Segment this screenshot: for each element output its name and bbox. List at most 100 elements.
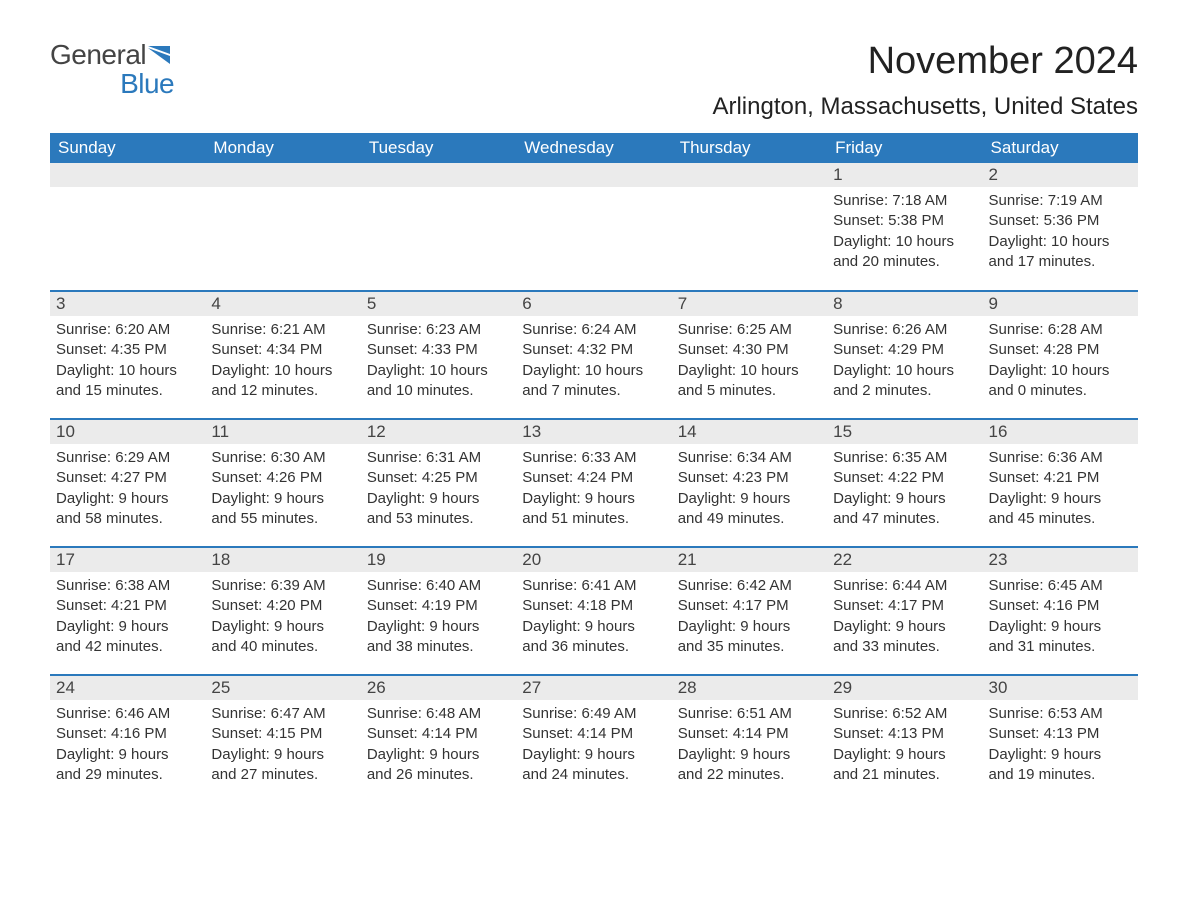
calendar-day-cell: 21Sunrise: 6:42 AMSunset: 4:17 PMDayligh… — [672, 547, 827, 675]
calendar-day-cell: 17Sunrise: 6:38 AMSunset: 4:21 PMDayligh… — [50, 547, 205, 675]
location-subtitle: Arlington, Massachusetts, United States — [712, 93, 1138, 121]
day-number: 13 — [516, 420, 671, 444]
day-dl1: Daylight: 10 hours — [989, 361, 1132, 381]
day-dl2: and 19 minutes. — [989, 765, 1132, 785]
weekday-header: Friday — [827, 133, 982, 163]
calendar-day-cell: 18Sunrise: 6:39 AMSunset: 4:20 PMDayligh… — [205, 547, 360, 675]
day-dl2: and 17 minutes. — [989, 252, 1132, 272]
calendar-day-cell: 12Sunrise: 6:31 AMSunset: 4:25 PMDayligh… — [361, 419, 516, 547]
day-dl2: and 26 minutes. — [367, 765, 510, 785]
day-sunrise: Sunrise: 6:25 AM — [678, 320, 821, 340]
day-number: 4 — [205, 292, 360, 316]
day-sunset: Sunset: 4:18 PM — [522, 596, 665, 616]
calendar-day-cell: 5Sunrise: 6:23 AMSunset: 4:33 PMDaylight… — [361, 291, 516, 419]
day-number: 12 — [361, 420, 516, 444]
day-dl2: and 38 minutes. — [367, 637, 510, 657]
calendar-day-cell: 16Sunrise: 6:36 AMSunset: 4:21 PMDayligh… — [983, 419, 1138, 547]
day-dl1: Daylight: 9 hours — [989, 617, 1132, 637]
day-dl2: and 55 minutes. — [211, 509, 354, 529]
day-dl1: Daylight: 9 hours — [367, 617, 510, 637]
day-sunset: Sunset: 4:34 PM — [211, 340, 354, 360]
day-sunset: Sunset: 4:28 PM — [989, 340, 1132, 360]
day-details: Sunrise: 6:53 AMSunset: 4:13 PMDaylight:… — [983, 700, 1138, 793]
day-dl2: and 31 minutes. — [989, 637, 1132, 657]
header: General Blue November 2024 Arlington, Ma… — [50, 40, 1138, 121]
day-sunset: Sunset: 4:14 PM — [367, 724, 510, 744]
day-dl2: and 12 minutes. — [211, 381, 354, 401]
day-number: 22 — [827, 548, 982, 572]
day-sunrise: Sunrise: 6:46 AM — [56, 704, 199, 724]
day-dl1: Daylight: 10 hours — [211, 361, 354, 381]
weekday-header: Thursday — [672, 133, 827, 163]
day-details: Sunrise: 6:21 AMSunset: 4:34 PMDaylight:… — [205, 316, 360, 409]
day-dl1: Daylight: 10 hours — [678, 361, 821, 381]
day-details: Sunrise: 6:45 AMSunset: 4:16 PMDaylight:… — [983, 572, 1138, 665]
day-details: Sunrise: 6:25 AMSunset: 4:30 PMDaylight:… — [672, 316, 827, 409]
day-dl1: Daylight: 9 hours — [522, 489, 665, 509]
day-number-empty — [516, 163, 671, 187]
day-sunset: Sunset: 4:16 PM — [56, 724, 199, 744]
day-sunrise: Sunrise: 7:19 AM — [989, 191, 1132, 211]
calendar-day-cell: 13Sunrise: 6:33 AMSunset: 4:24 PMDayligh… — [516, 419, 671, 547]
day-number: 7 — [672, 292, 827, 316]
calendar-day-cell: 26Sunrise: 6:48 AMSunset: 4:14 PMDayligh… — [361, 675, 516, 803]
day-number: 18 — [205, 548, 360, 572]
day-number: 8 — [827, 292, 982, 316]
day-number: 15 — [827, 420, 982, 444]
logo-word-blue: Blue — [50, 69, 174, 98]
day-dl1: Daylight: 9 hours — [833, 617, 976, 637]
day-sunset: Sunset: 4:16 PM — [989, 596, 1132, 616]
day-sunrise: Sunrise: 6:40 AM — [367, 576, 510, 596]
day-details: Sunrise: 6:47 AMSunset: 4:15 PMDaylight:… — [205, 700, 360, 793]
day-details: Sunrise: 6:26 AMSunset: 4:29 PMDaylight:… — [827, 316, 982, 409]
day-sunrise: Sunrise: 6:26 AM — [833, 320, 976, 340]
day-dl1: Daylight: 9 hours — [211, 617, 354, 637]
day-details: Sunrise: 6:42 AMSunset: 4:17 PMDaylight:… — [672, 572, 827, 665]
day-dl1: Daylight: 9 hours — [833, 489, 976, 509]
calendar-day-cell: 15Sunrise: 6:35 AMSunset: 4:22 PMDayligh… — [827, 419, 982, 547]
day-sunrise: Sunrise: 6:23 AM — [367, 320, 510, 340]
calendar-day-cell: 25Sunrise: 6:47 AMSunset: 4:15 PMDayligh… — [205, 675, 360, 803]
calendar-day-cell: 19Sunrise: 6:40 AMSunset: 4:19 PMDayligh… — [361, 547, 516, 675]
day-number: 30 — [983, 676, 1138, 700]
day-dl2: and 10 minutes. — [367, 381, 510, 401]
day-dl2: and 53 minutes. — [367, 509, 510, 529]
day-details: Sunrise: 6:39 AMSunset: 4:20 PMDaylight:… — [205, 572, 360, 665]
day-sunset: Sunset: 4:24 PM — [522, 468, 665, 488]
day-dl2: and 29 minutes. — [56, 765, 199, 785]
day-sunrise: Sunrise: 6:52 AM — [833, 704, 976, 724]
day-sunrise: Sunrise: 6:49 AM — [522, 704, 665, 724]
day-dl1: Daylight: 9 hours — [211, 489, 354, 509]
day-sunrise: Sunrise: 6:28 AM — [989, 320, 1132, 340]
day-sunrise: Sunrise: 6:45 AM — [989, 576, 1132, 596]
day-sunrise: Sunrise: 6:38 AM — [56, 576, 199, 596]
day-dl2: and 36 minutes. — [522, 637, 665, 657]
day-details: Sunrise: 6:46 AMSunset: 4:16 PMDaylight:… — [50, 700, 205, 793]
day-number: 28 — [672, 676, 827, 700]
day-number: 6 — [516, 292, 671, 316]
day-dl2: and 20 minutes. — [833, 252, 976, 272]
calendar-day-cell — [516, 163, 671, 291]
day-details: Sunrise: 6:33 AMSunset: 4:24 PMDaylight:… — [516, 444, 671, 537]
day-number: 27 — [516, 676, 671, 700]
calendar-day-cell — [205, 163, 360, 291]
day-dl2: and 0 minutes. — [989, 381, 1132, 401]
calendar-day-cell — [672, 163, 827, 291]
day-dl1: Daylight: 9 hours — [56, 617, 199, 637]
calendar-body: 1Sunrise: 7:18 AMSunset: 5:38 PMDaylight… — [50, 163, 1138, 803]
day-sunrise: Sunrise: 6:20 AM — [56, 320, 199, 340]
calendar-week-row: 24Sunrise: 6:46 AMSunset: 4:16 PMDayligh… — [50, 675, 1138, 803]
day-dl1: Daylight: 10 hours — [833, 232, 976, 252]
day-sunset: Sunset: 4:30 PM — [678, 340, 821, 360]
day-sunrise: Sunrise: 6:48 AM — [367, 704, 510, 724]
day-dl1: Daylight: 9 hours — [678, 617, 821, 637]
calendar-day-cell: 27Sunrise: 6:49 AMSunset: 4:14 PMDayligh… — [516, 675, 671, 803]
day-number: 26 — [361, 676, 516, 700]
brand-logo: General Blue — [50, 40, 174, 99]
calendar-day-cell: 14Sunrise: 6:34 AMSunset: 4:23 PMDayligh… — [672, 419, 827, 547]
day-number: 20 — [516, 548, 671, 572]
calendar-week-row: 17Sunrise: 6:38 AMSunset: 4:21 PMDayligh… — [50, 547, 1138, 675]
day-sunset: Sunset: 4:22 PM — [833, 468, 976, 488]
day-sunset: Sunset: 4:13 PM — [833, 724, 976, 744]
calendar-day-cell — [361, 163, 516, 291]
